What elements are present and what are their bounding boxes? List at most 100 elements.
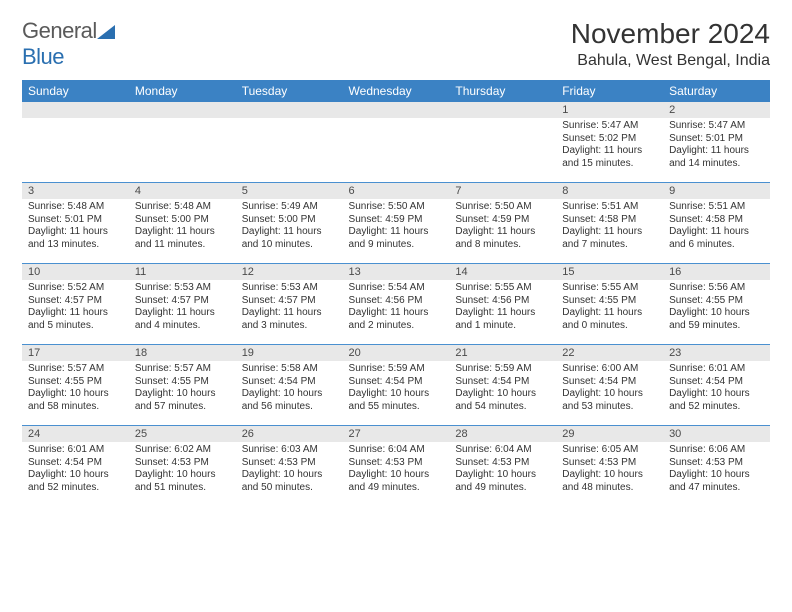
day-info-line: Daylight: 11 hours bbox=[349, 307, 444, 320]
day-info-line: Daylight: 11 hours bbox=[135, 307, 230, 320]
day-info-line: Daylight: 10 hours bbox=[455, 388, 550, 401]
day-info-line: and 14 minutes. bbox=[669, 158, 764, 171]
day-number-cell bbox=[129, 102, 236, 118]
day-info-line: Sunset: 4:53 PM bbox=[562, 457, 657, 470]
day-info-cell: Sunrise: 5:53 AMSunset: 4:57 PMDaylight:… bbox=[236, 280, 343, 345]
day-info-cell: Sunrise: 5:56 AMSunset: 4:55 PMDaylight:… bbox=[663, 280, 770, 345]
day-info-cell: Sunrise: 5:47 AMSunset: 5:01 PMDaylight:… bbox=[663, 118, 770, 183]
day-info-line: Daylight: 10 hours bbox=[562, 469, 657, 482]
day-info-line: Sunset: 5:00 PM bbox=[242, 214, 337, 227]
day-info-cell: Sunrise: 6:05 AMSunset: 4:53 PMDaylight:… bbox=[556, 442, 663, 506]
day-info-line: Daylight: 11 hours bbox=[135, 226, 230, 239]
day-info-line: and 9 minutes. bbox=[349, 239, 444, 252]
day-info-line: Sunrise: 5:51 AM bbox=[562, 201, 657, 214]
day-info-line: and 8 minutes. bbox=[455, 239, 550, 252]
day-info-line: Sunrise: 6:03 AM bbox=[242, 444, 337, 457]
day-number-cell: 3 bbox=[22, 183, 129, 200]
day-info-line: Daylight: 10 hours bbox=[28, 388, 123, 401]
day-info-line: Daylight: 10 hours bbox=[455, 469, 550, 482]
day-info-line: Sunrise: 5:55 AM bbox=[562, 282, 657, 295]
logo-word-2: Blue bbox=[22, 44, 64, 69]
day-info-line: Sunset: 4:54 PM bbox=[669, 376, 764, 389]
day-info-line: Sunset: 4:53 PM bbox=[242, 457, 337, 470]
day-info-line: Sunrise: 5:54 AM bbox=[349, 282, 444, 295]
calendar-body: 12Sunrise: 5:47 AMSunset: 5:02 PMDayligh… bbox=[22, 102, 770, 506]
day-info-line: Sunrise: 5:48 AM bbox=[135, 201, 230, 214]
day-number-cell: 12 bbox=[236, 264, 343, 281]
day-info-line: Sunset: 4:55 PM bbox=[669, 295, 764, 308]
day-info-line: Sunset: 5:00 PM bbox=[135, 214, 230, 227]
day-info-line: Sunset: 4:53 PM bbox=[669, 457, 764, 470]
logo-text: General Blue bbox=[22, 18, 115, 70]
day-info-row: Sunrise: 6:01 AMSunset: 4:54 PMDaylight:… bbox=[22, 442, 770, 506]
day-info-line: Daylight: 11 hours bbox=[562, 226, 657, 239]
day-number-cell: 19 bbox=[236, 345, 343, 362]
day-info-line: Daylight: 10 hours bbox=[242, 469, 337, 482]
day-info-line: and 11 minutes. bbox=[135, 239, 230, 252]
calendar-head: Sunday Monday Tuesday Wednesday Thursday… bbox=[22, 80, 770, 102]
day-number-cell: 23 bbox=[663, 345, 770, 362]
day-number-cell: 4 bbox=[129, 183, 236, 200]
weekday-mon: Monday bbox=[129, 80, 236, 102]
day-info-line: and 7 minutes. bbox=[562, 239, 657, 252]
location: Bahula, West Bengal, India bbox=[571, 52, 770, 70]
day-info-line: and 53 minutes. bbox=[562, 401, 657, 414]
day-info-cell: Sunrise: 6:04 AMSunset: 4:53 PMDaylight:… bbox=[449, 442, 556, 506]
day-info-line: Sunrise: 6:02 AM bbox=[135, 444, 230, 457]
day-info-line: Sunset: 4:53 PM bbox=[349, 457, 444, 470]
day-info-line: Daylight: 11 hours bbox=[562, 307, 657, 320]
day-number-cell: 29 bbox=[556, 426, 663, 443]
day-number-cell: 27 bbox=[343, 426, 450, 443]
day-info-line: Sunset: 4:56 PM bbox=[455, 295, 550, 308]
day-info-cell: Sunrise: 5:51 AMSunset: 4:58 PMDaylight:… bbox=[556, 199, 663, 264]
day-number-cell: 8 bbox=[556, 183, 663, 200]
day-number-cell: 5 bbox=[236, 183, 343, 200]
day-number-cell: 16 bbox=[663, 264, 770, 281]
day-number-cell: 21 bbox=[449, 345, 556, 362]
day-info-cell: Sunrise: 5:48 AMSunset: 5:00 PMDaylight:… bbox=[129, 199, 236, 264]
title-block: November 2024 Bahula, West Bengal, India bbox=[571, 18, 770, 70]
day-number-cell bbox=[22, 102, 129, 118]
day-info-cell: Sunrise: 6:01 AMSunset: 4:54 PMDaylight:… bbox=[663, 361, 770, 426]
day-info-line: Daylight: 10 hours bbox=[669, 469, 764, 482]
day-number-row: 10111213141516 bbox=[22, 264, 770, 281]
day-info-cell: Sunrise: 5:50 AMSunset: 4:59 PMDaylight:… bbox=[449, 199, 556, 264]
day-info-cell: Sunrise: 5:51 AMSunset: 4:58 PMDaylight:… bbox=[663, 199, 770, 264]
day-info-line: and 57 minutes. bbox=[135, 401, 230, 414]
day-info-line: Daylight: 10 hours bbox=[135, 469, 230, 482]
day-info-line: Sunrise: 5:58 AM bbox=[242, 363, 337, 376]
day-info-line: Daylight: 11 hours bbox=[455, 226, 550, 239]
day-info-line: Sunrise: 6:04 AM bbox=[455, 444, 550, 457]
day-info-cell: Sunrise: 5:59 AMSunset: 4:54 PMDaylight:… bbox=[343, 361, 450, 426]
day-info-line: and 4 minutes. bbox=[135, 320, 230, 333]
day-info-line: Daylight: 10 hours bbox=[562, 388, 657, 401]
day-info-line: and 55 minutes. bbox=[349, 401, 444, 414]
day-number-cell bbox=[449, 102, 556, 118]
day-info-line: Daylight: 11 hours bbox=[349, 226, 444, 239]
day-info-line: Daylight: 10 hours bbox=[349, 469, 444, 482]
day-info-cell: Sunrise: 5:53 AMSunset: 4:57 PMDaylight:… bbox=[129, 280, 236, 345]
day-info-line: Daylight: 11 hours bbox=[669, 145, 764, 158]
day-info-line: Sunset: 4:57 PM bbox=[28, 295, 123, 308]
day-info-cell: Sunrise: 5:55 AMSunset: 4:55 PMDaylight:… bbox=[556, 280, 663, 345]
day-info-line: Sunset: 4:57 PM bbox=[242, 295, 337, 308]
day-number-cell: 22 bbox=[556, 345, 663, 362]
day-info-line: and 58 minutes. bbox=[28, 401, 123, 414]
day-info-cell: Sunrise: 6:00 AMSunset: 4:54 PMDaylight:… bbox=[556, 361, 663, 426]
day-info-line: and 1 minute. bbox=[455, 320, 550, 333]
calendar-table: Sunday Monday Tuesday Wednesday Thursday… bbox=[22, 80, 770, 506]
day-info-line: Sunrise: 5:49 AM bbox=[242, 201, 337, 214]
day-info-line: Sunset: 4:55 PM bbox=[135, 376, 230, 389]
day-info-cell: Sunrise: 5:50 AMSunset: 4:59 PMDaylight:… bbox=[343, 199, 450, 264]
day-info-cell bbox=[236, 118, 343, 183]
day-info-line: Sunrise: 5:53 AM bbox=[242, 282, 337, 295]
day-info-cell: Sunrise: 5:59 AMSunset: 4:54 PMDaylight:… bbox=[449, 361, 556, 426]
day-number-cell: 9 bbox=[663, 183, 770, 200]
day-info-cell: Sunrise: 6:02 AMSunset: 4:53 PMDaylight:… bbox=[129, 442, 236, 506]
day-info-line: Daylight: 10 hours bbox=[349, 388, 444, 401]
day-info-line: Sunset: 4:54 PM bbox=[349, 376, 444, 389]
day-info-line: Sunset: 4:55 PM bbox=[28, 376, 123, 389]
day-number-row: 24252627282930 bbox=[22, 426, 770, 443]
day-info-line: Daylight: 10 hours bbox=[242, 388, 337, 401]
day-info-cell: Sunrise: 5:54 AMSunset: 4:56 PMDaylight:… bbox=[343, 280, 450, 345]
